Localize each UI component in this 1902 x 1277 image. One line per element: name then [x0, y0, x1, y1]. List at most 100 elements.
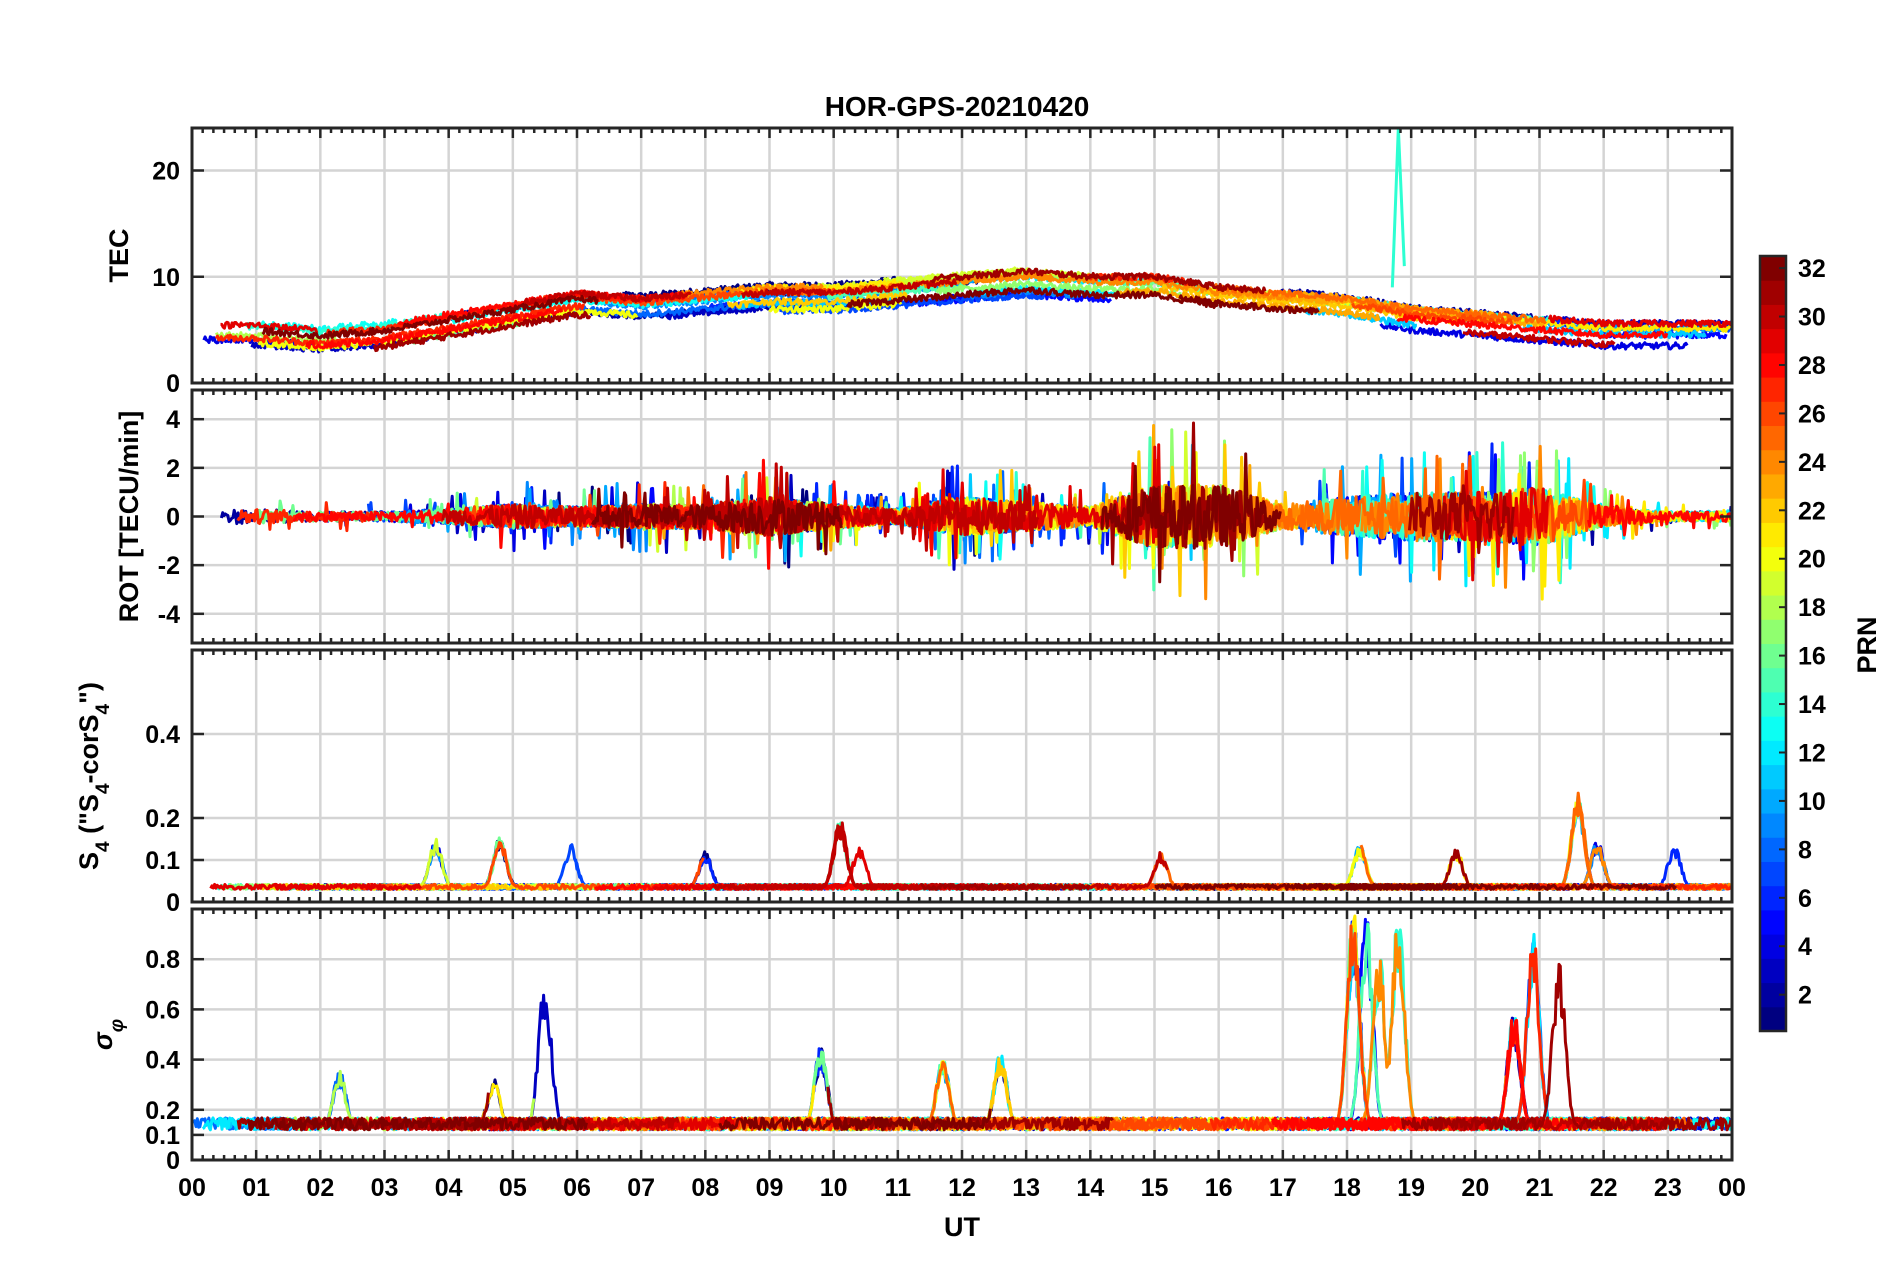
series-line-prn-32: [247, 1116, 588, 1132]
label-text: S: [74, 852, 104, 870]
y-tick-label: 0: [166, 889, 180, 917]
colorbar-tick-label: 20: [1798, 546, 1826, 574]
colorbar-segment: [1760, 522, 1786, 548]
y-tick-label: 0.8: [145, 946, 180, 974]
series-line-prn-32: [718, 1108, 992, 1132]
colorbar-tick-label: 18: [1798, 594, 1826, 622]
label-subscript: 4: [93, 783, 114, 794]
colorbar-tick-label: 24: [1798, 449, 1826, 477]
x-tick-label: 03: [371, 1174, 399, 1202]
colorbar-tick-label: 6: [1798, 885, 1812, 913]
colorbar-segment: [1760, 377, 1786, 402]
series-line-prn-28: [305, 308, 564, 350]
series-line-prn-24: [673, 282, 824, 300]
label-subscript: 4: [93, 841, 114, 852]
colorbar-segment: [1760, 958, 1786, 984]
label-text: -corS: [74, 714, 104, 783]
y-tick-label: 0: [166, 504, 180, 532]
colorbar-segment: [1760, 280, 1786, 305]
y-tick-label: 2: [166, 455, 180, 483]
x-tick-label: 01: [242, 1174, 270, 1202]
panel-rot: -4 -2 0 2 4 ROT [TECU/min]: [114, 388, 1734, 645]
traces-s4: [209, 791, 1732, 891]
series-line-prn-31: [930, 267, 1267, 295]
x-tick-label: 13: [1012, 1174, 1040, 1202]
y-tick-label: -2: [158, 552, 180, 580]
y-tick-label: 20: [152, 158, 180, 186]
x-tick-label: 21: [1526, 1174, 1554, 1202]
colorbar-tick-label: 4: [1798, 933, 1812, 961]
colorbar-label: PRN: [1852, 616, 1882, 673]
y-tick-label: 0.4: [145, 1047, 180, 1075]
label-subscript: φ: [107, 1019, 128, 1032]
traces-rot: [219, 421, 1732, 601]
series-line-prn-32: [1100, 452, 1282, 584]
colorbar-segment: [1760, 1006, 1786, 1032]
label-subscript: 4: [93, 703, 114, 714]
y-tick-label: 0.1: [145, 847, 180, 875]
series-line-prn-31: [1400, 962, 1732, 1132]
series-line-prn-32: [591, 487, 843, 556]
y-axis-label: TEC: [104, 229, 134, 283]
colorbar-tick-label: 14: [1798, 691, 1826, 719]
colorbar-segment: [1760, 716, 1786, 741]
y-tick-label: 0.6: [145, 996, 180, 1024]
colorbar-tick-label: 2: [1798, 982, 1812, 1010]
tec-spike-trace: [1390, 128, 1406, 288]
y-tick-label: 0.2: [145, 1097, 180, 1125]
x-tick-label: 20: [1461, 1174, 1489, 1202]
series-line-prn-31: [919, 883, 1091, 891]
y-tick-label: 0.1: [145, 1122, 180, 1150]
x-tick-label: 11: [885, 1174, 912, 1202]
x-tick-label: 23: [1654, 1174, 1682, 1202]
y-tick-label: 0.2: [145, 805, 180, 833]
y-tick-label: 0.4: [145, 721, 180, 749]
colorbar-segment: [1760, 619, 1786, 644]
colorbar-segment: [1760, 473, 1786, 499]
series-line-prn-30: [699, 462, 1040, 552]
label-text: σ: [88, 1031, 118, 1050]
x-tick-label: 10: [820, 1174, 848, 1202]
series-line-prn-22: [726, 291, 909, 309]
label-text: "): [74, 682, 104, 704]
colorbar-tick-label: 12: [1798, 739, 1826, 767]
colorbar-segment: [1760, 570, 1786, 596]
colorbar-segment: [1760, 813, 1786, 838]
series-line-prn-31: [1407, 484, 1515, 555]
series-line-prn-32: [261, 294, 599, 340]
panel-s4: 00.10.20.4S4 ("S4-corS4"): [74, 648, 1734, 917]
x-axis-label: UT: [944, 1212, 980, 1242]
colorbar-segment: [1760, 861, 1786, 887]
series-line-prn-29: [1547, 314, 1732, 328]
series-line-prn-30: [749, 821, 889, 891]
colorbar-segment: [1760, 425, 1786, 451]
colorbar-frame: [1758, 254, 1788, 1033]
x-tick-label: 16: [1205, 1174, 1233, 1202]
chart-title: HOR-GPS-20210420: [825, 91, 1090, 122]
series-line-prn-32: [1337, 882, 1677, 891]
colorbar-tick-label: 32: [1798, 255, 1826, 283]
colorbar-segment: [1760, 328, 1786, 354]
x-tick-label: 07: [627, 1174, 655, 1202]
series-line-prn-28: [1396, 313, 1669, 340]
x-tick-label: 14: [1076, 1174, 1104, 1202]
panel-sigma_phi: 00.10.2 0.4 0.6 0.8 σφ 00 01 02 03 04 05 06 07 08 09 10…: [88, 907, 1746, 1242]
x-tick-label: 18: [1333, 1174, 1361, 1202]
y-tick-label: 4: [166, 406, 180, 434]
x-tick-label: 12: [948, 1174, 976, 1202]
colorbar-segment: [1760, 667, 1786, 693]
colorbar-segment: [1760, 909, 1786, 935]
y-tick-label: -4: [158, 601, 180, 629]
colorbar-tick-label: 28: [1798, 352, 1826, 380]
x-tick-label: 15: [1141, 1174, 1169, 1202]
colorbar-tick-label: 10: [1798, 788, 1826, 816]
panel-tec: 0 10 20 TEC: [104, 126, 1734, 398]
colorbar-tick-label: 22: [1798, 497, 1826, 525]
x-tick-label: 08: [691, 1174, 719, 1202]
series-line-prn-32: [846, 286, 1219, 309]
label-text: ("S: [74, 794, 104, 841]
colorbar-tick-label: 30: [1798, 304, 1826, 332]
